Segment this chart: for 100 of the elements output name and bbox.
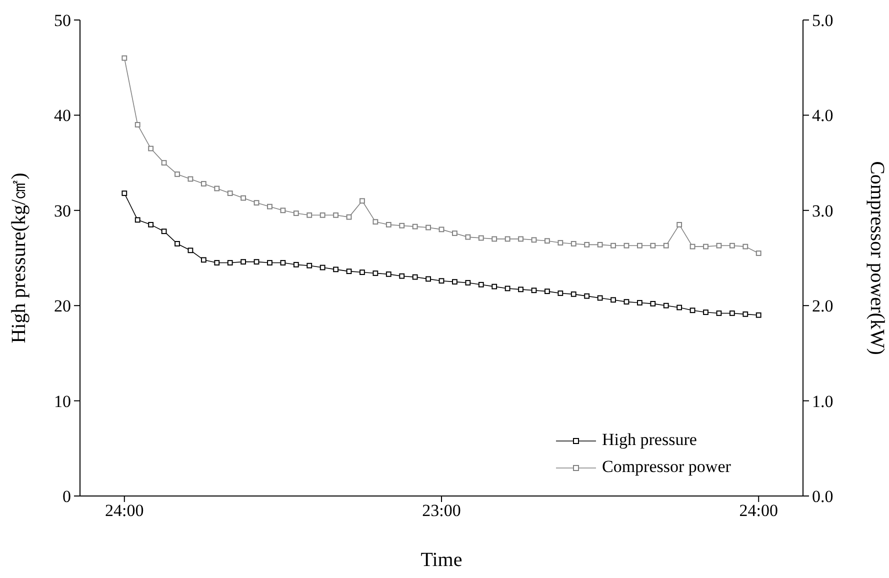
- point: [399, 222, 405, 228]
- point: [200, 181, 206, 186]
- point: [584, 293, 590, 299]
- x-tick-label: 24:00: [105, 501, 144, 520]
- legend-label: High pressure: [602, 430, 697, 449]
- y2-tick-label: 2.0: [812, 296, 834, 316]
- x-axis-title: Time: [420, 549, 462, 571]
- point: [676, 222, 682, 228]
- point: [214, 260, 220, 266]
- point: [438, 278, 444, 284]
- point: [240, 259, 246, 265]
- point: [372, 219, 378, 225]
- point: [597, 295, 603, 301]
- point: [426, 276, 431, 282]
- y-tick-label: 0: [62, 486, 71, 506]
- point: [161, 160, 167, 166]
- point: [663, 302, 669, 308]
- point: [729, 242, 735, 248]
- point: [188, 248, 194, 254]
- point: [412, 224, 418, 230]
- point: [610, 242, 616, 248]
- point: [386, 222, 392, 228]
- y-tick-label: 50: [54, 10, 71, 30]
- point: [756, 312, 762, 318]
- point: [360, 198, 365, 204]
- point: [676, 304, 682, 310]
- x-tick-label: 24:00: [739, 501, 778, 520]
- point: [174, 172, 180, 177]
- point: [122, 190, 128, 196]
- point: [200, 257, 206, 263]
- point: [438, 226, 444, 232]
- point: [452, 279, 458, 284]
- y2-tick-label: 3.0: [812, 201, 834, 220]
- y2-tick-label: 5.0: [812, 10, 834, 30]
- point: [227, 190, 233, 196]
- point: [306, 262, 312, 268]
- point: [636, 242, 642, 248]
- point: [650, 242, 656, 248]
- point: [134, 217, 140, 223]
- point: [703, 244, 708, 250]
- point: [134, 122, 140, 128]
- point: [346, 268, 352, 274]
- point: [478, 235, 484, 241]
- point: [399, 273, 405, 279]
- point: [504, 286, 510, 292]
- point: [267, 204, 272, 210]
- point: [716, 310, 722, 316]
- point: [465, 234, 471, 240]
- point: [584, 242, 590, 248]
- point: [452, 230, 458, 236]
- y-tick-label: 10: [54, 392, 71, 411]
- point: [280, 208, 286, 214]
- y-tick-label: 40: [54, 106, 71, 126]
- y2-axis-title: Compressor power(kW): [866, 161, 888, 355]
- point: [174, 241, 180, 246]
- y2-tick-label: 4.0: [812, 106, 834, 126]
- y-axis-title: High pressure(kg/㎠): [8, 172, 30, 344]
- point: [346, 214, 352, 220]
- point: [690, 244, 696, 250]
- point: [122, 55, 128, 61]
- point: [492, 236, 498, 242]
- point: [280, 260, 286, 266]
- point: [306, 212, 312, 218]
- point: [426, 224, 431, 230]
- point: [320, 212, 326, 218]
- point: [478, 282, 484, 288]
- point: [360, 270, 365, 275]
- point: [333, 212, 338, 218]
- point: [544, 238, 550, 244]
- point: [333, 266, 338, 272]
- point: [663, 242, 669, 248]
- point: [492, 284, 498, 290]
- point: [320, 264, 326, 270]
- point: [254, 200, 260, 206]
- point: [227, 260, 233, 266]
- point: [161, 228, 167, 234]
- point: [254, 259, 260, 265]
- point: [267, 260, 272, 266]
- point: [690, 308, 696, 314]
- legend-label: Compressor power: [602, 457, 731, 476]
- point: [214, 186, 220, 192]
- point: [570, 241, 576, 246]
- point: [742, 311, 748, 317]
- y2-tick-label: 1.0: [812, 392, 834, 411]
- point: [504, 236, 510, 242]
- point: [742, 244, 748, 250]
- point: [624, 299, 630, 304]
- point: [148, 222, 154, 228]
- point: [465, 280, 471, 286]
- point: [531, 237, 537, 243]
- point: [636, 300, 642, 306]
- point: [570, 291, 576, 297]
- point: [412, 274, 418, 280]
- point: [729, 310, 735, 316]
- point: [518, 236, 524, 242]
- point: [716, 242, 722, 248]
- point: [544, 288, 550, 294]
- point: [386, 271, 392, 277]
- point: [558, 290, 564, 296]
- point: [518, 286, 524, 292]
